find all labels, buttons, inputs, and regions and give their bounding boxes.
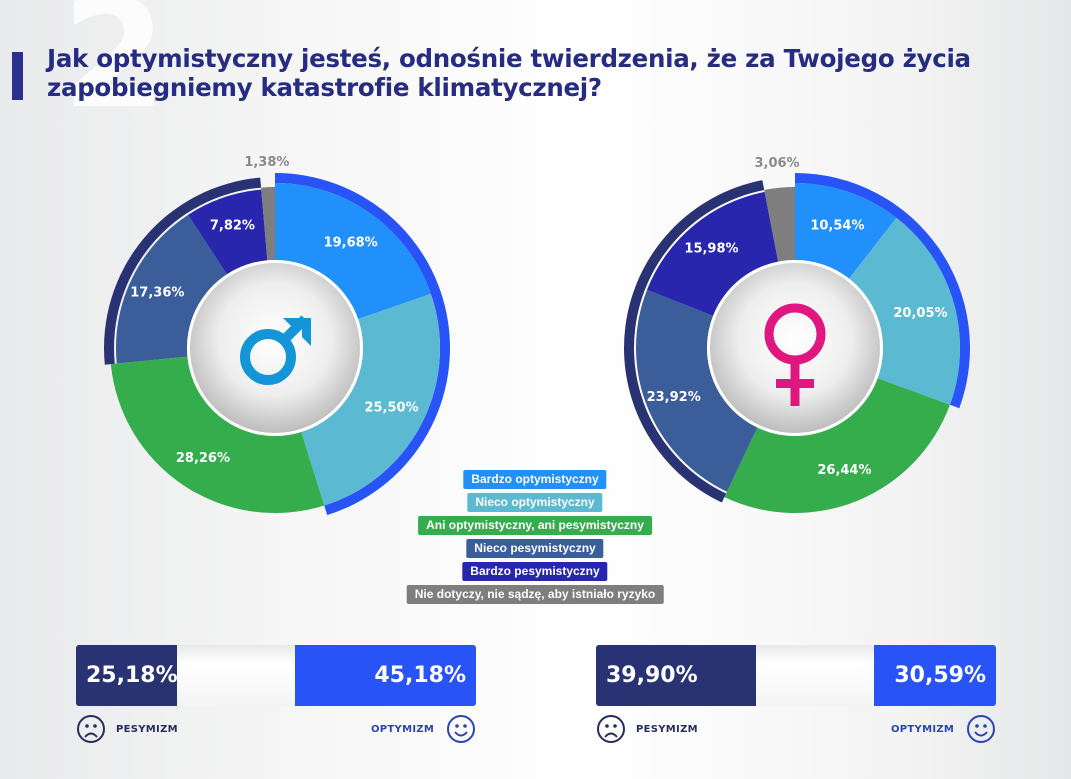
- slice-label: 17,36%: [130, 286, 184, 301]
- donut-slice: [301, 293, 440, 506]
- donut-slice: [849, 217, 961, 405]
- optimism-caption: OPTYMIZM: [891, 724, 955, 735]
- donut-slice: [647, 191, 779, 316]
- sad-face-icon: [76, 714, 106, 744]
- slice-label: 3,06%: [754, 156, 799, 171]
- title-accent-bar: [12, 52, 23, 100]
- optimism-value: 45,18%: [374, 663, 466, 688]
- summary-bar: 39,90% 30,59%: [596, 645, 996, 706]
- optimism-bar: [295, 645, 476, 706]
- male-symbol-icon: [240, 315, 311, 385]
- slice-label: 26,44%: [817, 463, 871, 478]
- female-symbol-icon: [764, 303, 826, 406]
- slice-label: 23,92%: [647, 390, 701, 405]
- donut-slice: [764, 187, 795, 262]
- legend-item: Ani optymistyczny, ani pesymistyczny: [418, 516, 652, 535]
- donut-slice: [724, 378, 950, 513]
- optimism-caption: OPTYMIZM: [371, 724, 435, 735]
- pessimism-value: 39,90%: [606, 663, 698, 688]
- pessimism-bar: [596, 645, 756, 706]
- legend-item: Bardzo pesymistyczny: [462, 562, 608, 581]
- happy-face-icon: [966, 714, 996, 744]
- donut-slice: [261, 187, 275, 261]
- optimism-value: 30,59%: [894, 663, 986, 688]
- donut-slice: [188, 189, 268, 275]
- pessimism-caption: PESYMIZM: [116, 724, 178, 735]
- legend-item: Nie dotyczy, nie sądzę, aby istniało ryz…: [406, 585, 664, 604]
- donut-slice: [116, 214, 227, 364]
- legend-item: Bardzo optymistyczny: [463, 470, 607, 489]
- happy-face-icon: [446, 714, 476, 744]
- slice-label: 15,98%: [684, 242, 738, 257]
- pessimism-caption: PESYMIZM: [636, 724, 698, 735]
- donut-slice: [635, 289, 758, 492]
- slice-label: 25,50%: [364, 401, 418, 416]
- title-line-2: zapobiegniemy katastrofie klimatycznej?: [47, 73, 602, 102]
- legend-item: Nieco optymistyczny: [467, 493, 603, 512]
- slice-label: 28,26%: [176, 451, 230, 466]
- slice-label: 1,38%: [244, 155, 289, 170]
- center-disc: [710, 263, 880, 433]
- optimism-bar: [873, 645, 996, 706]
- pessimism-ring: [623, 180, 765, 503]
- slice-label: 7,82%: [210, 219, 255, 234]
- slice-label: 10,54%: [810, 219, 864, 234]
- pessimism-ring: [104, 177, 262, 365]
- donut-slice: [275, 183, 431, 320]
- center-disc: [190, 263, 360, 433]
- slice-label: 20,05%: [893, 306, 947, 321]
- sad-face-icon: [596, 714, 626, 744]
- slice-label: 19,68%: [324, 236, 378, 251]
- page-title: Jak optymistyczny jesteś, odnośnie twier…: [47, 44, 1007, 102]
- background-number: 2: [62, 0, 167, 142]
- donut-slice: [110, 356, 325, 513]
- pessimism-value: 25,18%: [86, 663, 178, 688]
- donut-slice: [795, 183, 897, 279]
- title-line-1: Jak optymistyczny jesteś, odnośnie twier…: [47, 44, 971, 73]
- pessimism-bar: [76, 645, 177, 706]
- summary-bar: 25,18% 45,18%: [76, 645, 476, 706]
- legend-item: Nieco pesymistyczny: [466, 539, 604, 558]
